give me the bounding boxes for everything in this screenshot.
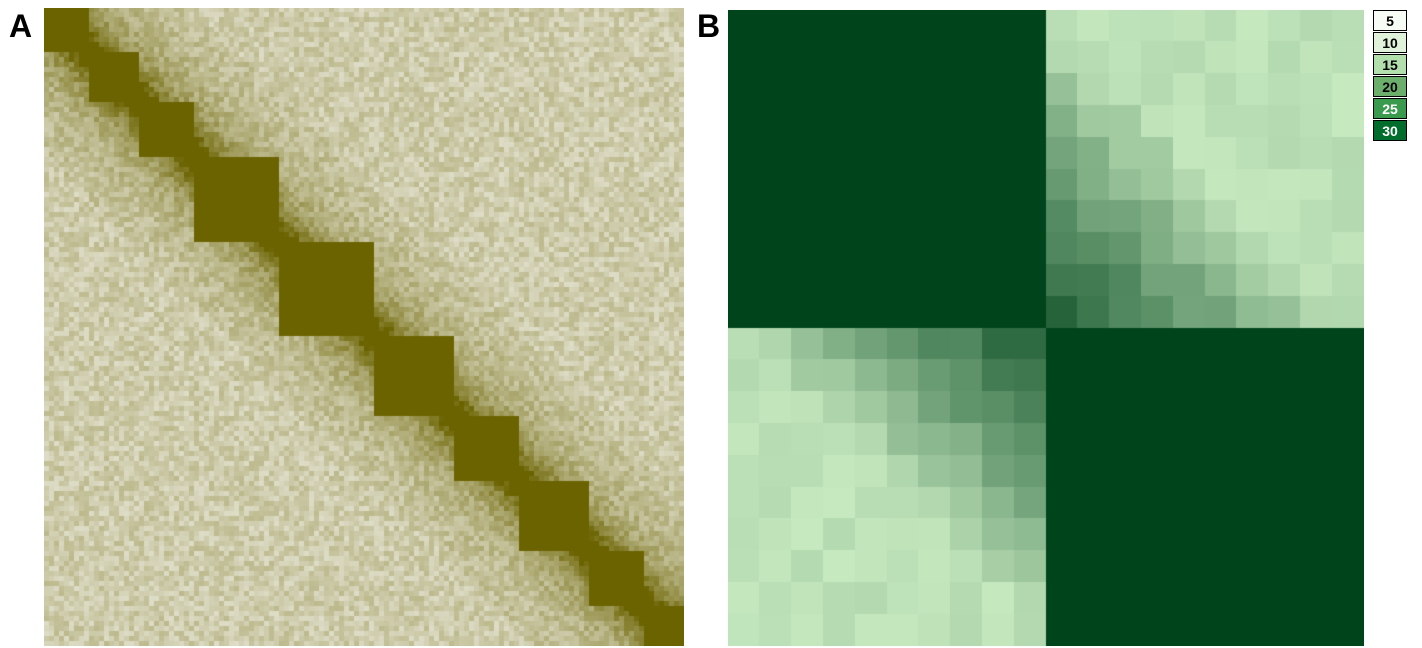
- legend-item: 15: [1373, 54, 1407, 75]
- legend-item: 5: [1373, 10, 1407, 31]
- legend-item: 20: [1373, 76, 1407, 97]
- panel-b-label: B: [697, 8, 721, 44]
- legend-item: 30: [1373, 120, 1407, 141]
- panel-a-label: A: [9, 8, 33, 44]
- legend-item: 10: [1373, 32, 1407, 53]
- heatmap-a: [44, 8, 684, 646]
- color-legend: 5 10 15 20 25 30: [1373, 10, 1407, 142]
- legend-item: 25: [1373, 98, 1407, 119]
- heatmap-b: [728, 10, 1364, 646]
